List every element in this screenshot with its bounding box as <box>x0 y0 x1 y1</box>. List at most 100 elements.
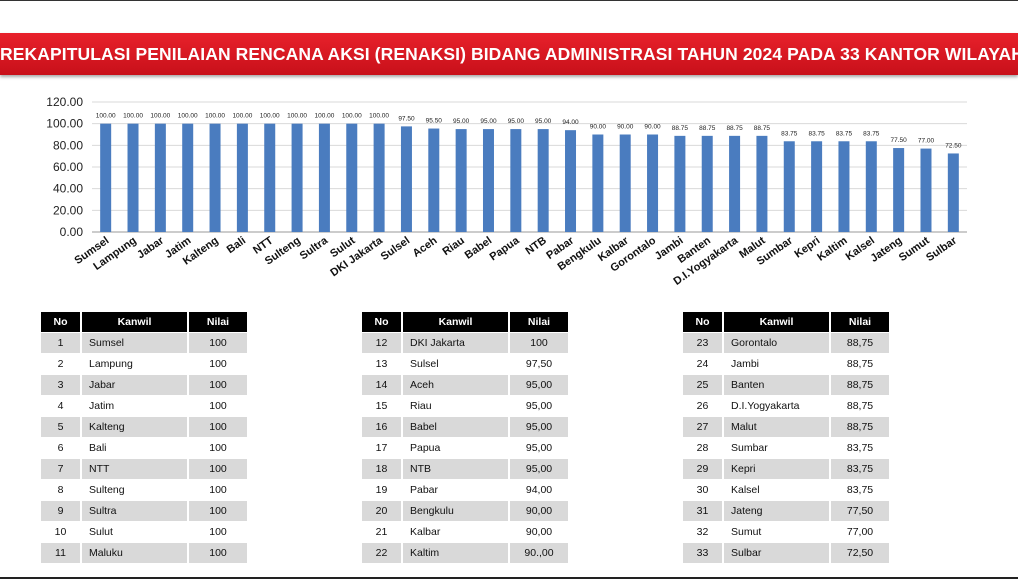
row-no: 4 <box>41 396 80 416</box>
bar-pabar <box>565 130 577 232</box>
bar-jatim <box>182 123 194 232</box>
row-nilai: 95,00 <box>508 438 568 458</box>
table-row: 18 NTB 95,00 <box>362 459 568 479</box>
row-kanwil: Sulsel <box>401 354 508 374</box>
row-kanwil: Pabar <box>401 480 508 500</box>
x-tick-label: Jabar <box>135 234 167 261</box>
table-row: 20 Bengkulu 90,00 <box>362 501 568 521</box>
x-tick-label: Sultra <box>298 234 331 262</box>
row-no: 18 <box>362 459 401 479</box>
data-label: 83.75 <box>808 130 825 137</box>
row-kanwil: Kalsel <box>722 480 829 500</box>
row-nilai: 100 <box>187 333 247 353</box>
row-nilai: 100 <box>187 354 247 374</box>
y-tick-label: 100.00 <box>46 117 83 131</box>
x-tick-label: Papua <box>488 234 523 263</box>
table-row: 29 Kepri 83,75 <box>683 459 889 479</box>
bar-bengkulu <box>592 134 604 232</box>
table-row: 22 Kaltim 90.,00 <box>362 543 568 563</box>
row-kanwil: Papua <box>401 438 508 458</box>
table-row: 27 Malut 88,75 <box>683 417 889 437</box>
bar-sumbar <box>783 141 795 232</box>
row-kanwil: Banten <box>722 375 829 395</box>
x-tick-label: Aceh <box>411 234 440 259</box>
bar-gorontalo <box>647 134 659 232</box>
title-banner: REKAPITULASI PENILAIAN RENCANA AKSI (REN… <box>0 33 1018 75</box>
row-kanwil: Sultra <box>80 501 187 521</box>
x-tick-label: Sulsel <box>379 235 412 263</box>
x-tick-label: Jateng <box>868 235 904 265</box>
table-header-row: No Kanwil Nilai <box>362 312 568 332</box>
table-row: 33 Sulbar 72,50 <box>683 543 889 563</box>
y-tick-label: 120.00 <box>46 95 83 109</box>
table-row: 3 Jabar 100 <box>41 375 247 395</box>
table-row: 23 Gorontalo 88,75 <box>683 333 889 353</box>
top-border <box>0 0 1018 1</box>
table-row: 32 Sumut 77,00 <box>683 522 889 542</box>
header-no: No <box>683 312 722 332</box>
row-no: 5 <box>41 417 80 437</box>
y-tick-label: 40.00 <box>53 182 83 196</box>
x-tick-label: Kaltim <box>815 235 850 264</box>
bar-sumut <box>920 148 932 232</box>
data-label: 90.00 <box>644 124 661 131</box>
table-row: 28 Sumbar 83,75 <box>683 438 889 458</box>
row-kanwil: Kalteng <box>80 417 187 437</box>
row-kanwil: Sumsel <box>80 333 187 353</box>
table-row: 12 DKI Jakarta 100 <box>362 333 568 353</box>
data-label: 100.00 <box>150 113 170 120</box>
row-no: 13 <box>362 354 401 374</box>
row-nilai: 77,50 <box>829 501 889 521</box>
row-no: 28 <box>683 438 722 458</box>
row-kanwil: Gorontalo <box>722 333 829 353</box>
row-no: 31 <box>683 501 722 521</box>
row-no: 14 <box>362 375 401 395</box>
row-no: 6 <box>41 438 80 458</box>
row-nilai: 88,75 <box>829 354 889 374</box>
table-row: 1 Sumsel 100 <box>41 333 247 353</box>
row-nilai: 100 <box>187 438 247 458</box>
header-nilai: Nilai <box>829 312 889 332</box>
row-no: 11 <box>41 543 80 563</box>
row-kanwil: Jatim <box>80 396 187 416</box>
bar-papua <box>510 129 522 232</box>
row-no: 2 <box>41 354 80 374</box>
table-row: 30 Kalsel 83,75 <box>683 480 889 500</box>
data-label: 95.00 <box>535 118 552 125</box>
row-no: 27 <box>683 417 722 437</box>
row-nilai: 100 <box>187 375 247 395</box>
row-kanwil: Sumut <box>722 522 829 542</box>
data-label: 94.00 <box>562 119 579 126</box>
data-label: 100.00 <box>232 113 252 120</box>
row-nilai: 100 <box>187 396 247 416</box>
table-row: 16 Babel 95,00 <box>362 417 568 437</box>
data-label: 100.00 <box>342 113 362 120</box>
header-kanwil: Kanwil <box>401 312 508 332</box>
data-label: 83.75 <box>836 130 853 137</box>
bar-riau <box>455 129 467 232</box>
bar-jabar <box>154 123 166 232</box>
bar-babel <box>482 129 494 232</box>
data-label: 83.75 <box>781 130 798 137</box>
row-nilai: 97,50 <box>508 354 568 374</box>
data-label: 100.00 <box>260 113 280 120</box>
row-no: 33 <box>683 543 722 563</box>
bar-sulbar <box>947 153 959 232</box>
row-nilai: 100 <box>187 543 247 563</box>
table-row: 11 Maluku 100 <box>41 543 247 563</box>
row-no: 3 <box>41 375 80 395</box>
bar-malut <box>756 135 768 232</box>
row-kanwil: NTT <box>80 459 187 479</box>
row-nilai: 100 <box>508 333 568 353</box>
bar-jambi <box>674 135 686 232</box>
header-nilai: Nilai <box>187 312 247 332</box>
table-row: 15 Riau 95,00 <box>362 396 568 416</box>
table-row: 14 Aceh 95,00 <box>362 375 568 395</box>
y-tick-label: 80.00 <box>53 138 83 152</box>
table-row: 2 Lampung 100 <box>41 354 247 374</box>
row-kanwil: Jabar <box>80 375 187 395</box>
row-no: 26 <box>683 396 722 416</box>
row-no: 21 <box>362 522 401 542</box>
header-no: No <box>41 312 80 332</box>
row-no: 9 <box>41 501 80 521</box>
